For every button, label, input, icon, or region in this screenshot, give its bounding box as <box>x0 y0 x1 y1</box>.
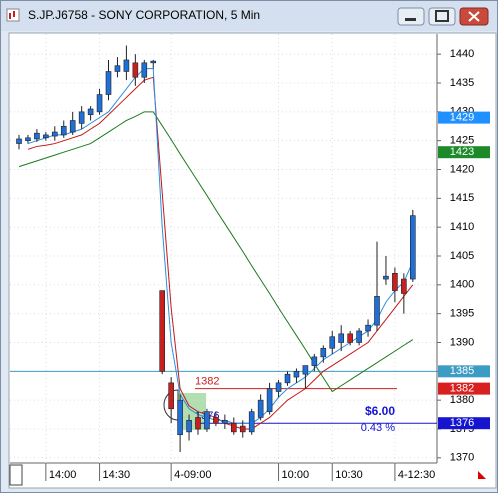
candle-body <box>284 373 291 384</box>
candle-body <box>78 111 85 124</box>
candle-body <box>69 120 76 133</box>
candle-body <box>123 59 130 72</box>
minimize-icon <box>405 18 416 21</box>
candle-body <box>248 411 255 433</box>
candle-body <box>311 356 318 366</box>
candle-body <box>293 371 300 378</box>
candle-body <box>239 425 246 433</box>
price-marker-label: 1429 <box>450 112 474 124</box>
price-marker <box>438 417 490 430</box>
price-marker-label: 1376 <box>450 417 474 429</box>
candle-body <box>43 134 49 139</box>
app-icon-bar <box>13 11 15 17</box>
maximize-icon <box>435 10 449 22</box>
candle-body <box>320 347 327 358</box>
candle-body <box>222 420 228 424</box>
candle-body <box>409 215 416 280</box>
y-tick-label: 1400 <box>450 279 474 291</box>
y-tick-label: 1370 <box>450 452 474 464</box>
y-tick-label: 1405 <box>450 250 474 262</box>
price-marker <box>438 146 490 159</box>
y-tick-label: 1395 <box>450 308 474 320</box>
candle-body <box>186 420 192 433</box>
x-tick-label: 14:00 <box>49 469 77 481</box>
candle-body <box>392 272 398 291</box>
candle-body <box>25 137 31 141</box>
candle-body <box>329 336 336 349</box>
x-tick-label: 4-12:30 <box>398 469 435 481</box>
candle-body <box>401 278 407 294</box>
price-marker <box>438 365 490 378</box>
candle-body <box>159 290 165 372</box>
candle-body <box>302 365 309 375</box>
price-marker-label: 1385 <box>450 365 474 377</box>
scroll-arrow[interactable] <box>478 471 486 479</box>
candle-body <box>51 131 58 137</box>
candle-body <box>338 333 345 343</box>
x-tick-label: 10:00 <box>282 469 310 481</box>
price-marker <box>438 382 490 395</box>
scroll-thumb[interactable] <box>9 464 23 486</box>
percent-label: 0.43 % <box>361 422 395 434</box>
candle-body <box>87 108 94 116</box>
candle-body <box>383 275 389 280</box>
candle-body <box>34 132 40 140</box>
moving-average <box>27 68 414 424</box>
y-tick-label: 1380 <box>450 394 474 406</box>
y-tick-label: 1415 <box>450 192 474 204</box>
candle-body <box>132 62 139 78</box>
candle-body <box>231 422 237 433</box>
plot: 1370137513801385139013951400140514101415… <box>10 34 490 481</box>
minimize-button[interactable] <box>397 7 425 26</box>
candle-body <box>374 296 380 326</box>
level-label: 1382 <box>195 376 219 388</box>
candle-body <box>257 399 264 418</box>
candle-body <box>141 62 148 78</box>
candle-body <box>177 399 183 436</box>
candle-body <box>204 411 210 430</box>
y-tick-label: 1390 <box>450 336 474 348</box>
y-tick-label: 1435 <box>450 77 474 89</box>
candle-body <box>275 382 282 392</box>
candle-body <box>60 125 67 136</box>
app-icon-bar <box>9 13 11 19</box>
price-marker <box>438 111 490 124</box>
close-icon <box>468 11 480 22</box>
candle-body <box>105 71 112 95</box>
price-marker-label: 1382 <box>450 383 474 395</box>
candle-body <box>365 324 371 332</box>
x-tick-label: 10:30 <box>335 469 363 481</box>
y-tick-label: 1440 <box>450 48 474 60</box>
price-marker-label: 1423 <box>450 146 474 158</box>
window-title: S.JP.J6758 - SONY CORPORATION, 5 Min <box>28 8 260 22</box>
x-tick-label: 14:30 <box>103 469 131 481</box>
candle-body <box>16 138 22 144</box>
candle-body <box>195 417 201 430</box>
candle-body <box>266 388 273 412</box>
candle-body <box>150 60 157 64</box>
candle-body <box>356 330 362 343</box>
moving-average <box>18 111 414 393</box>
candle-body <box>96 94 103 113</box>
y-tick-label: 1410 <box>450 221 474 233</box>
candle-body <box>114 65 121 72</box>
x-tick-label: 4-09:00 <box>174 469 211 481</box>
candle-body <box>213 417 219 424</box>
candle-body <box>168 382 174 410</box>
candle-body <box>347 333 353 343</box>
y-tick-label: 1420 <box>450 163 474 175</box>
y-tick-label: 1425 <box>450 135 474 147</box>
profit-label: $6.00 <box>365 404 395 418</box>
